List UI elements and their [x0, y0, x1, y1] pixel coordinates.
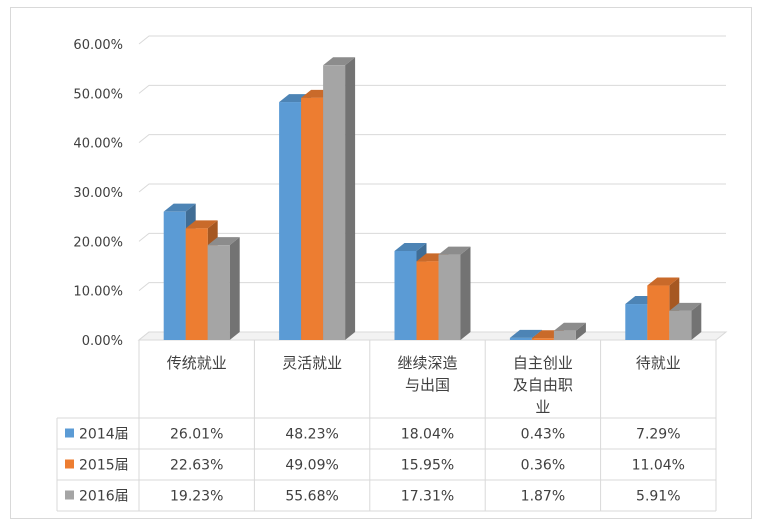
bar [669, 310, 692, 340]
category-label: 传统就业 [167, 354, 227, 372]
category-label: 待就业 [636, 354, 681, 372]
bar-top [509, 329, 542, 338]
bar-side [229, 237, 240, 340]
y-tick-label: 50.00% [73, 87, 123, 102]
bar [185, 228, 208, 340]
bar-top [647, 277, 680, 286]
data-value-label: 18.04% [401, 427, 454, 443]
category-label: 灵活就业 [282, 354, 342, 372]
data-value-label: 7.29% [636, 427, 680, 443]
y-tick-label: 0.00% [82, 334, 123, 349]
data-value-label: 5.91% [636, 489, 680, 505]
category-label: 及自由职 [513, 376, 573, 394]
bar [279, 102, 302, 340]
gridline [138, 35, 726, 45]
gridline [138, 183, 726, 193]
gridline [138, 134, 726, 144]
legend-label: 2014届 [79, 427, 129, 443]
legend-swatch [65, 459, 74, 469]
bar-top [438, 246, 471, 255]
bar-top [553, 322, 586, 331]
bar-top [394, 243, 427, 252]
data-value-label: 0.43% [521, 427, 565, 443]
bar [509, 337, 532, 340]
category-label: 自主创业 [513, 354, 573, 372]
bar [438, 254, 461, 340]
y-tick-label: 20.00% [73, 235, 123, 250]
bar-top [669, 302, 702, 311]
bar-top [207, 237, 240, 246]
bar [207, 245, 230, 340]
chart-frame: 0.00% 10.00% 20.00% 30.00% 40.00% 50.00% 60.00… [10, 7, 752, 519]
bar-top [163, 203, 196, 212]
data-value-label: 49.09% [285, 458, 338, 474]
bar [647, 285, 670, 340]
data-value-label: 55.68% [285, 489, 338, 505]
legend-label: 2016届 [79, 489, 129, 505]
bar [301, 97, 324, 341]
y-tick-label: 10.00% [73, 285, 123, 300]
gridline [138, 232, 726, 242]
bar [394, 251, 417, 340]
bar [416, 261, 439, 340]
data-value-label: 11.04% [632, 458, 685, 474]
bar-side [345, 57, 356, 340]
y-tick-label: 60.00% [73, 38, 123, 53]
gridline [138, 282, 726, 292]
data-value-label: 22.63% [170, 458, 223, 474]
bar-top [185, 220, 218, 229]
data-value-label: 26.01% [170, 427, 223, 443]
data-value-label: 1.87% [521, 489, 565, 505]
bar-side [691, 302, 702, 340]
bar [531, 338, 554, 340]
data-value-label: 48.23% [285, 427, 338, 443]
data-value-label: 19.23% [170, 489, 223, 505]
bar [625, 304, 648, 340]
y-tick-label: 30.00% [73, 186, 123, 201]
data-value-label: 17.31% [401, 489, 454, 505]
legend-swatch [65, 428, 74, 438]
gridline [138, 84, 726, 94]
bar [553, 330, 576, 340]
legend-swatch [65, 490, 74, 500]
bar-chart: 0.00% 10.00% 20.00% 30.00% 40.00% 50.00% 60.00… [56, 35, 728, 512]
y-tick-label: 40.00% [73, 137, 123, 152]
category-label: 业 [535, 398, 550, 416]
category-label: 继续深造 [397, 354, 457, 372]
legend-label: 2015届 [79, 458, 129, 474]
category-label: 与出国 [405, 376, 450, 394]
bar [323, 65, 346, 340]
bar [163, 211, 186, 340]
bar-top [323, 57, 356, 66]
data-value-label: 15.95% [401, 458, 454, 474]
data-value-label: 0.36% [521, 458, 565, 474]
bar-side [460, 246, 471, 340]
bar-side [575, 322, 586, 340]
